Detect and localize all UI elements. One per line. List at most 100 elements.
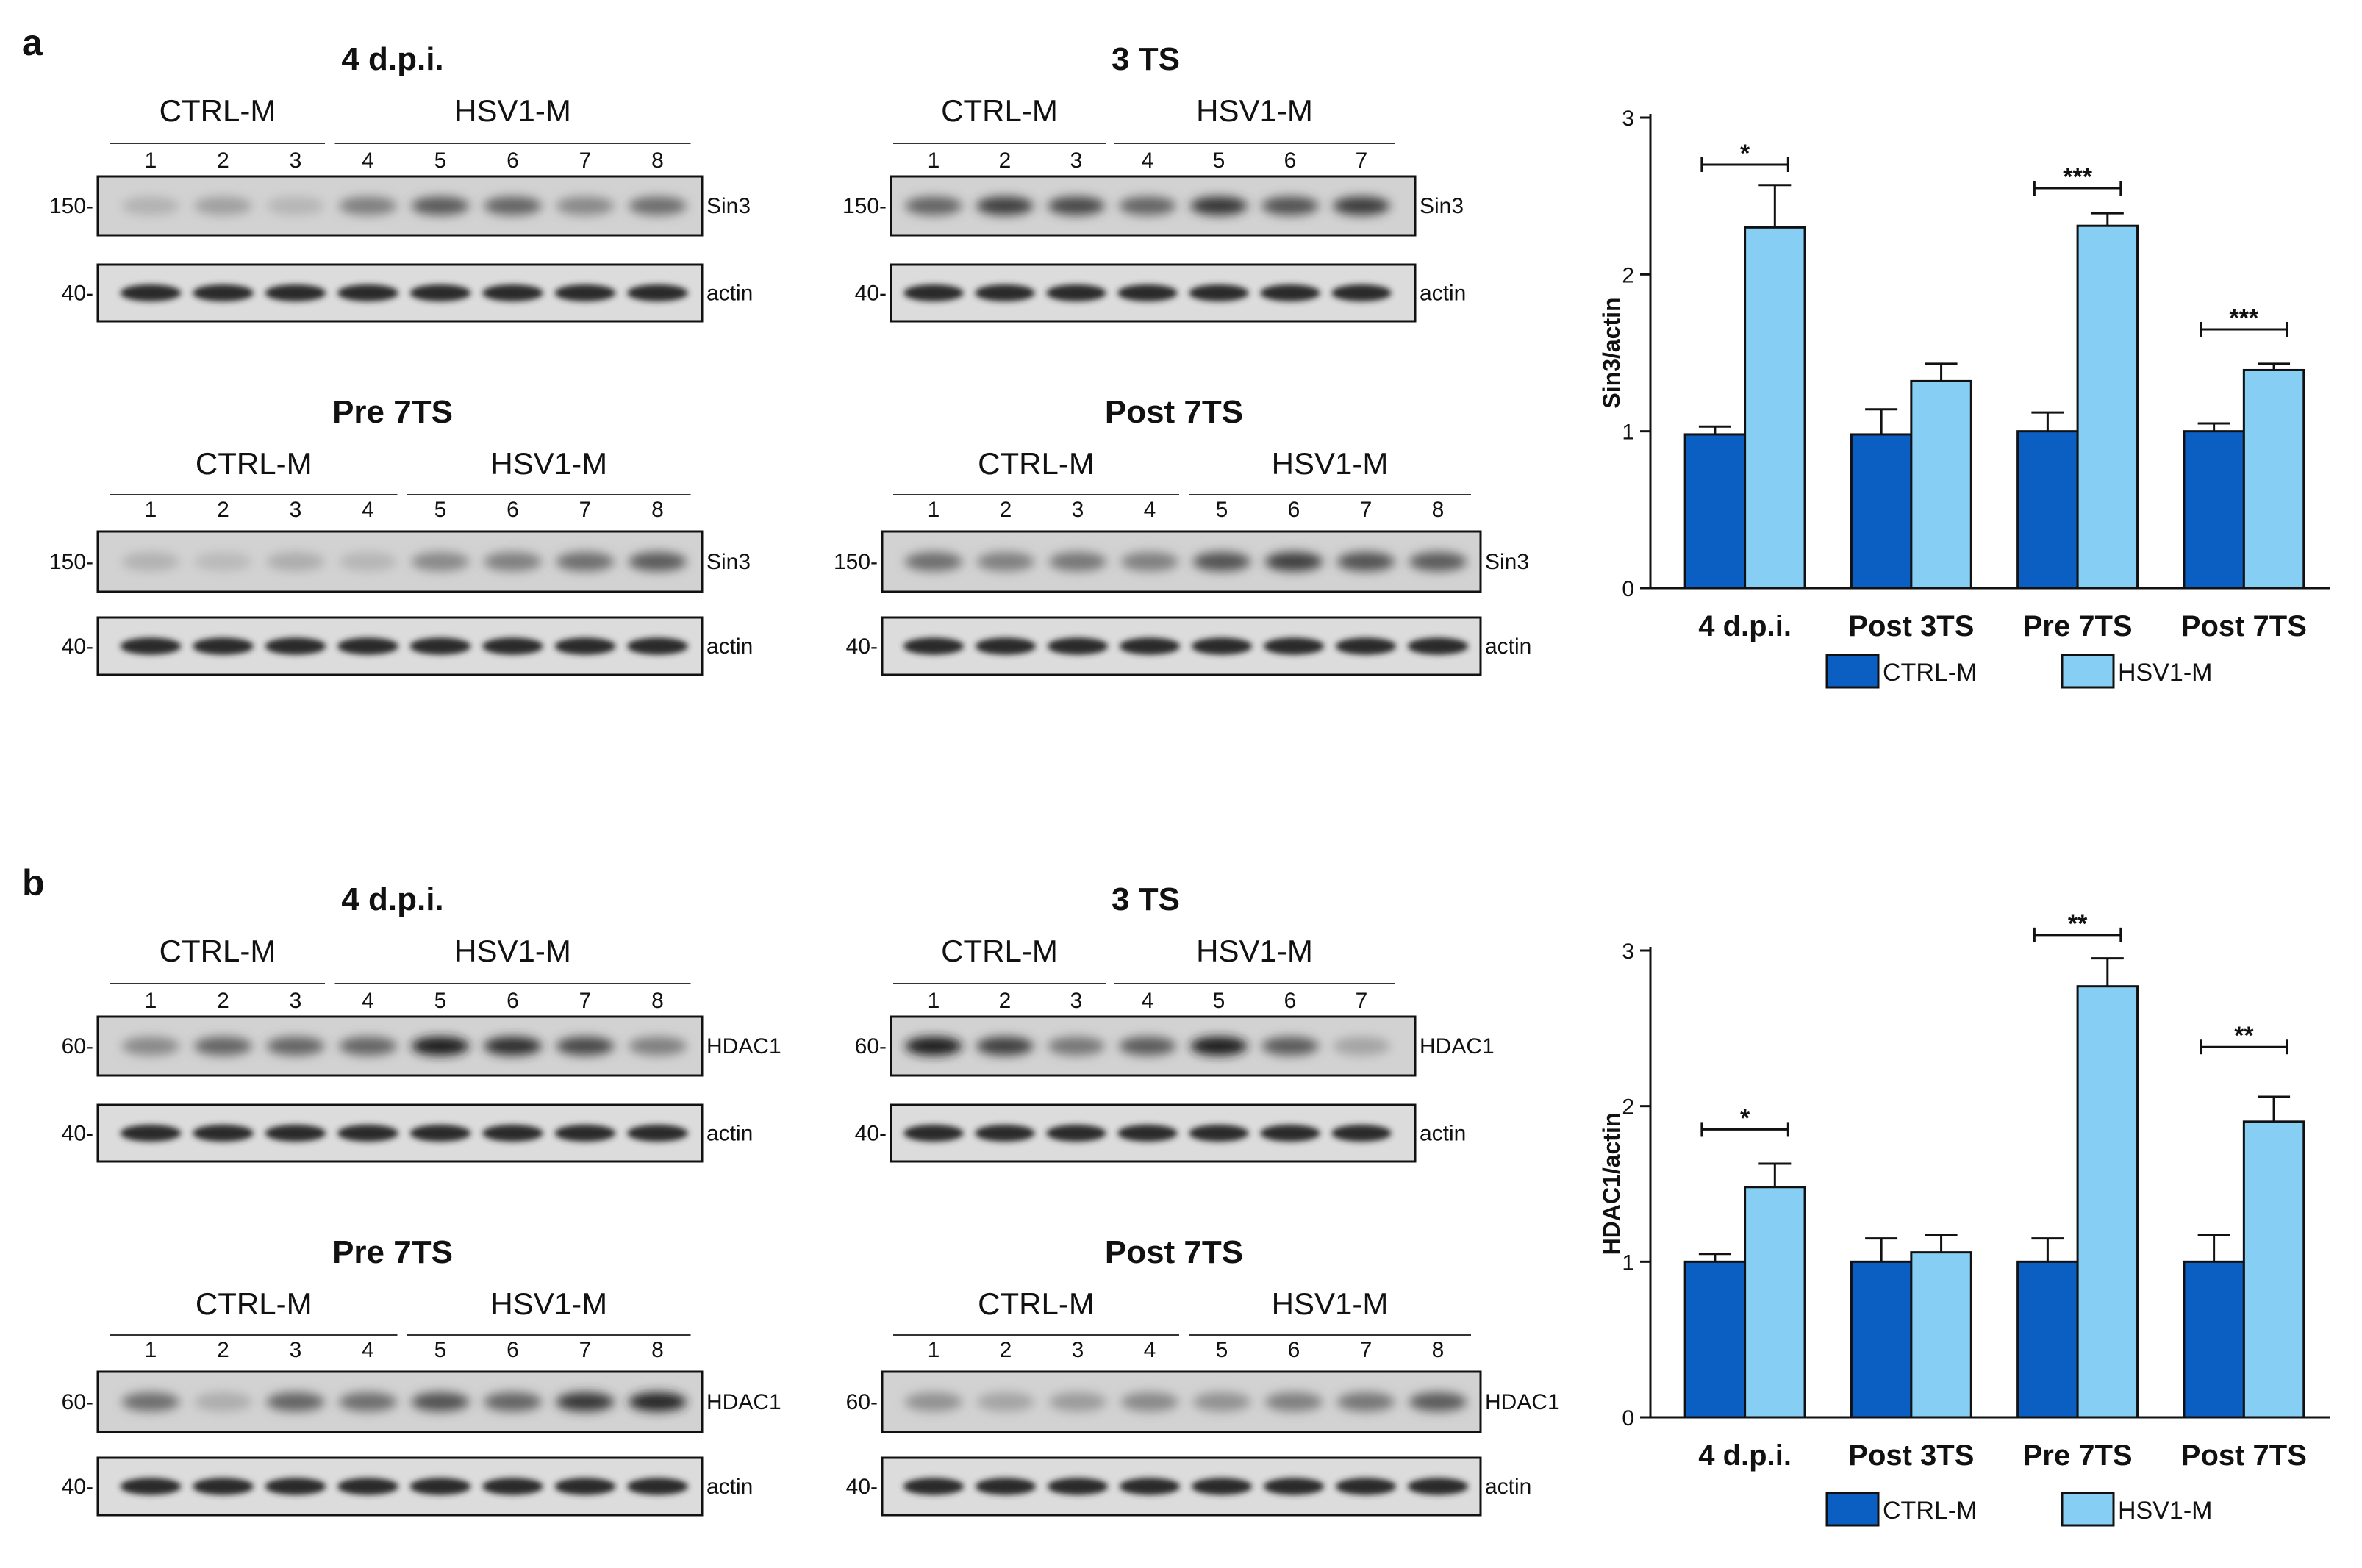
actin-band (337, 1124, 398, 1142)
x-tick-label: 4 d.p.i. (1698, 610, 1792, 642)
lane-number: 7 (1356, 989, 1368, 1013)
lane-number: 3 (1072, 1338, 1084, 1362)
group-label-ctrl: CTRL-M (160, 93, 276, 128)
protein-band (1120, 1392, 1179, 1412)
actin-band (1191, 637, 1253, 655)
lane-number: 1 (928, 1338, 940, 1362)
protein-band (556, 551, 615, 572)
y-tick-label: 0 (1622, 577, 1634, 601)
kda-marker: 150- (842, 194, 887, 218)
bar-ctrl-m (2016, 430, 2079, 590)
protein-band (1333, 1037, 1390, 1056)
panel-letter: a (22, 22, 43, 63)
lane-number: 8 (651, 148, 664, 173)
group-label-hsv: HSV1-M (454, 934, 571, 968)
lane-number: 1 (928, 148, 940, 173)
x-tick-label: Pre 7TS (2023, 1439, 2133, 1472)
group-label-ctrl: CTRL-M (160, 934, 276, 968)
actin-band (627, 1124, 688, 1142)
protein-band (976, 551, 1035, 572)
actin-band (903, 1478, 965, 1495)
protein-band (904, 1392, 963, 1412)
bar-ctrl-m (1683, 433, 1747, 590)
protein-band (1409, 1392, 1467, 1412)
actin-band (1263, 1478, 1325, 1495)
actin-band (193, 284, 254, 302)
lane-number: 4 (1142, 989, 1154, 1013)
protein-band (976, 1392, 1035, 1412)
lane-number: 6 (507, 148, 519, 173)
lane-number: 1 (145, 498, 157, 522)
actin-band (1407, 637, 1469, 655)
protein-band (1333, 196, 1390, 215)
actin-band (627, 637, 688, 655)
lane-number: 4 (362, 989, 374, 1013)
protein-band (1192, 551, 1251, 572)
actin-band (1047, 1478, 1109, 1495)
protein-band (1119, 1037, 1176, 1056)
actin-band (1263, 637, 1325, 655)
blot-title: Post 7TS (1105, 1234, 1243, 1270)
protein-band (411, 551, 470, 572)
lane-number: 2 (217, 498, 229, 522)
western-blot: Pre 7TS CTRL-M HSV1-M 1 2 3 4 5 6 7 8 60- HDAC1 40- ac… (62, 1234, 781, 1517)
protein-band (1048, 196, 1105, 215)
lane-number: 6 (507, 989, 519, 1013)
protein-label: actin (706, 282, 753, 306)
bar-hsv1-m (2076, 224, 2139, 590)
significance-stars: ** (2068, 910, 2088, 938)
protein-band (905, 196, 962, 215)
actin-band (1331, 1124, 1392, 1142)
protein-label: HDAC1 (706, 1034, 781, 1059)
protein-band (266, 551, 325, 572)
lane-number: 8 (651, 989, 664, 1013)
lane-number: 1 (145, 989, 157, 1013)
western-blot: Post 7TS CTRL-M HSV1-M 1 2 3 4 5 6 7 8 150- Sin3 40- a… (834, 394, 1531, 676)
protein-band (1264, 1392, 1323, 1412)
kda-marker: 40- (846, 634, 878, 659)
lane-number: 5 (1216, 1338, 1228, 1362)
lane-number: 5 (1213, 148, 1225, 173)
group-label-ctrl: CTRL-M (196, 1286, 312, 1321)
actin-band (120, 1124, 182, 1142)
protein-band (194, 1037, 252, 1056)
protein-band (1261, 196, 1319, 215)
actin-band (409, 284, 471, 302)
protein-band (904, 551, 963, 572)
protein-label: HDAC1 (1420, 1034, 1495, 1059)
protein-band (484, 1037, 542, 1056)
lane-number: 6 (1284, 989, 1297, 1013)
blot-title: 4 d.p.i. (341, 41, 443, 77)
actin-band (1189, 284, 1249, 302)
protein-band (1336, 1392, 1395, 1412)
actin-band (120, 1478, 182, 1495)
actin-band (337, 284, 398, 302)
kda-marker: 150- (49, 550, 93, 574)
actin-band (193, 637, 254, 655)
protein-band (1336, 551, 1395, 572)
actin-band (903, 284, 964, 302)
group-label-ctrl: CTRL-M (978, 1286, 1095, 1321)
kda-marker: 60- (846, 1390, 878, 1414)
lane-number: 5 (1216, 498, 1228, 522)
blot-title: 3 TS (1112, 41, 1180, 77)
panel-letter: b (22, 862, 45, 903)
lane-number: 1 (928, 498, 940, 522)
protein-band (339, 196, 397, 215)
protein-band (629, 1037, 687, 1056)
western-blot: Post 7TS CTRL-M HSV1-M 1 2 3 4 5 6 7 8 60- HDAC1 40- a… (846, 1234, 1560, 1517)
actin-band (1119, 1478, 1181, 1495)
panel-a: a 4 d.p.i. CTRL-M HSV1-M 1 2 3 4 5 6 7 8 150- Sin3 40-… (22, 22, 1531, 676)
actin-band (337, 637, 398, 655)
y-tick-label: 3 (1622, 939, 1634, 964)
lane-number: 6 (507, 498, 519, 522)
actin-band (1335, 1478, 1397, 1495)
actin-band (409, 1478, 471, 1495)
actin-band (1117, 284, 1178, 302)
bar-hsv1-m (1744, 226, 1806, 590)
western-blot: Pre 7TS CTRL-M HSV1-M 1 2 3 4 5 6 7 8 150- Sin3 40- ac… (49, 394, 753, 676)
actin-band (1119, 637, 1181, 655)
lane-number: 2 (999, 989, 1012, 1013)
lane-number: 1 (145, 148, 157, 173)
bar-hsv1-m (2242, 1120, 2305, 1419)
